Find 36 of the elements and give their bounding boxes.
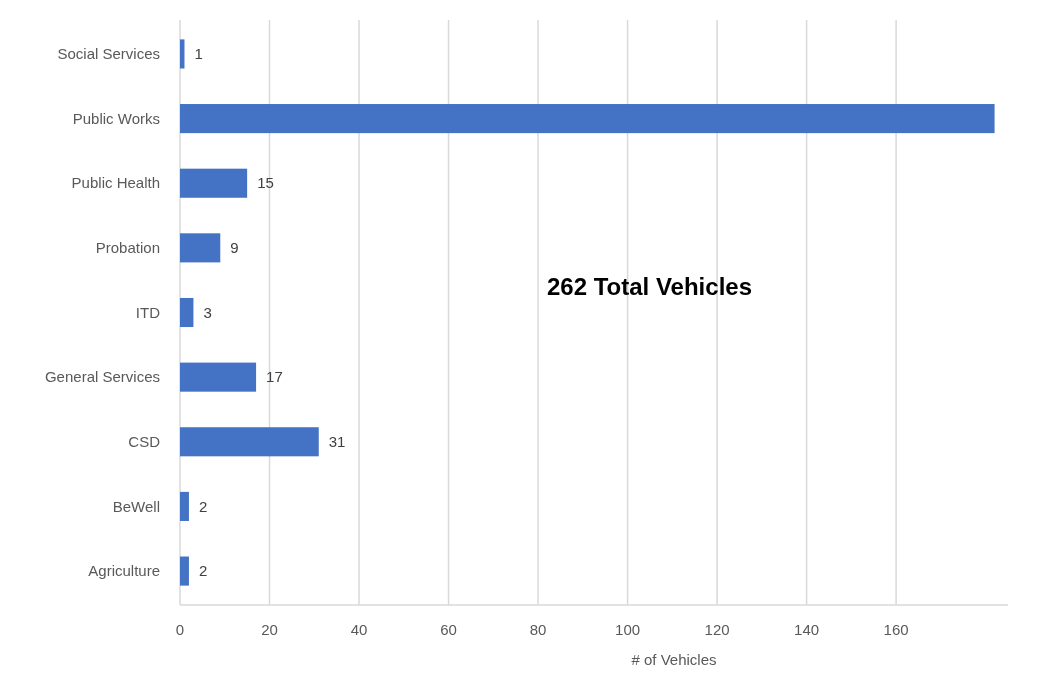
data-label: 31: [328, 433, 346, 451]
bar: [180, 556, 189, 586]
bar: [180, 104, 995, 134]
y-tick-label: Public Health: [71, 174, 160, 192]
data-label: 3: [203, 303, 212, 321]
y-tick-label: Social Services: [57, 45, 160, 63]
data-label: 2: [198, 562, 208, 580]
bar: [180, 233, 221, 263]
x-tick-label: 80: [529, 621, 547, 638]
bar: [180, 297, 194, 328]
x-tick-label: 160: [883, 621, 909, 638]
y-tick-label: General Services: [44, 368, 160, 386]
bar: [180, 491, 189, 521]
x-tick-label: 120: [704, 621, 730, 638]
bar: [180, 362, 257, 392]
y-tick-label: Agriculture: [88, 562, 160, 580]
data-label: 1: [194, 45, 203, 63]
x-axis-title: # of Vehicles: [631, 651, 717, 668]
data-label: 9: [230, 239, 239, 257]
x-tick-label: 140: [794, 621, 820, 638]
data-label: 15: [257, 174, 274, 192]
bar: [180, 427, 319, 457]
x-tick-label: 40: [350, 621, 368, 638]
y-tick-label: Public Works: [72, 109, 160, 127]
x-tick-label: 20: [261, 621, 278, 638]
y-tick-label: BeWell: [112, 497, 160, 515]
x-tick-label: 100: [615, 621, 641, 638]
y-tick-label: ITD: [135, 303, 161, 321]
bar: [180, 168, 248, 198]
y-tick-label: Probation: [95, 239, 160, 257]
annotation: 262 Total Vehicles: [547, 273, 753, 300]
y-tick-label: CSD: [128, 433, 161, 451]
x-tick-label: 60: [440, 621, 457, 638]
data-label: 2: [198, 497, 208, 515]
data-label: 17: [266, 368, 283, 386]
x-tick-label: 0: [175, 621, 185, 638]
